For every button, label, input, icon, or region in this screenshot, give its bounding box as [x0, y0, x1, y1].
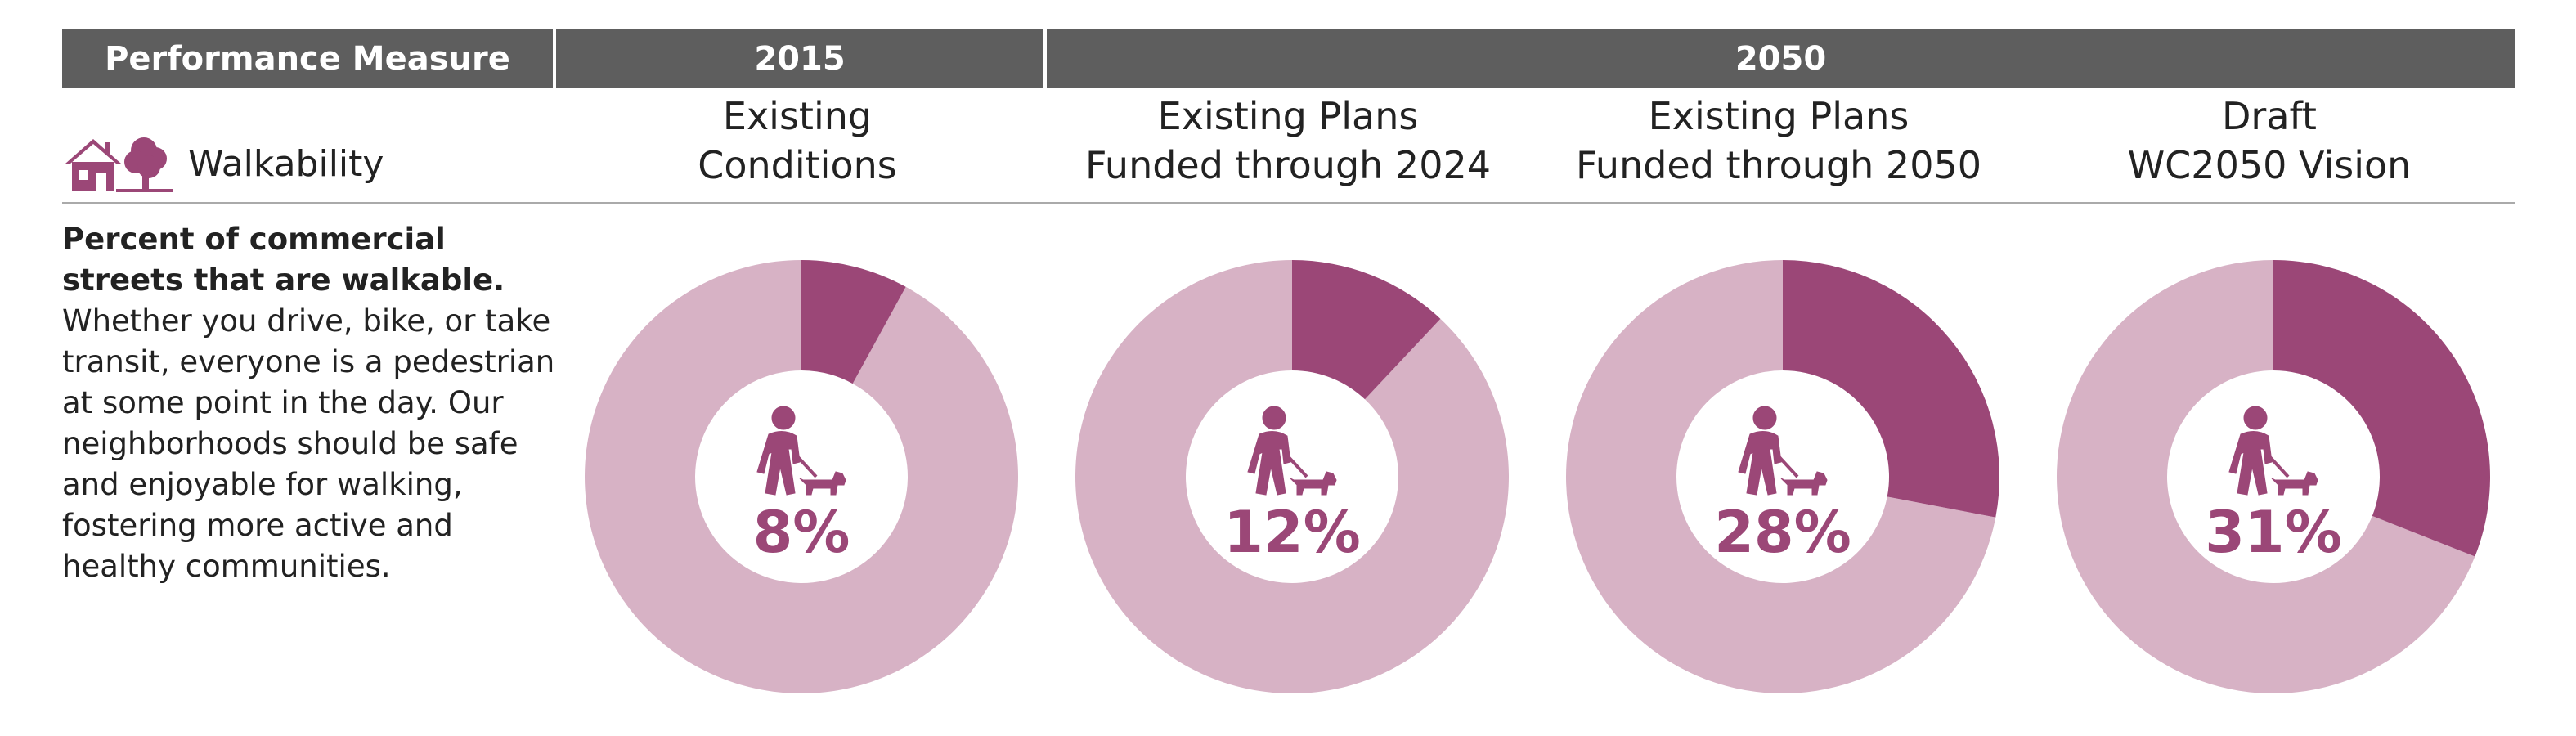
- person-walking-dog-icon: [1737, 405, 1829, 496]
- column-heading-line1: Draft: [2222, 94, 2317, 138]
- donut-value-slice: [1783, 260, 2000, 518]
- house-tree-icon: [65, 137, 173, 192]
- donut-value-label: 31%: [2205, 499, 2342, 566]
- donut-value-slice: [801, 260, 906, 384]
- donut-chart-1: 8%: [585, 260, 1018, 694]
- donut-remainder-slice: [1075, 260, 1510, 693]
- donut-chart-2: 12%: [1075, 260, 1510, 693]
- donut-remainder-slice: [2057, 260, 2475, 694]
- column-heading-line2: Conditions: [698, 143, 897, 187]
- person-walking-dog-icon: [756, 405, 847, 496]
- column-heading-plans-2050: Existing Plans Funded through 2050: [1537, 92, 2020, 190]
- description-text: Whether you drive, bike, or take transit…: [62, 303, 555, 584]
- donut-value-label: 28%: [1714, 499, 1851, 566]
- donut-value-slice: [1292, 260, 1441, 400]
- person-walking-dog-icon: [2228, 405, 2319, 496]
- description-bold: Percent of commercial streets that are w…: [62, 222, 505, 298]
- column-heading-line2: Funded through 2024: [1084, 143, 1491, 187]
- column-heading-wc2050-vision: Draft WC2050 Vision: [2028, 92, 2511, 190]
- measure-description: Percent of commercial streets that are w…: [62, 219, 569, 587]
- person-walking-dog-icon: [1246, 405, 1338, 496]
- header-year-2050: 2050: [1047, 29, 2515, 88]
- header-divider: [62, 202, 2515, 204]
- column-heading-line1: Existing: [722, 94, 873, 138]
- donut-remainder-slice: [1566, 260, 1996, 693]
- donut-value-label: 8%: [753, 499, 850, 566]
- header-performance-measure: Performance Measure: [62, 29, 553, 88]
- donut-remainder-slice: [585, 260, 1018, 694]
- column-heading-line2: WC2050 Vision: [2127, 143, 2412, 187]
- column-heading-existing-conditions: Existing Conditions: [556, 92, 1039, 190]
- donut-value-slice: [2273, 260, 2490, 557]
- walkability-label: Walkability: [62, 131, 384, 196]
- donut-chart-4: 31%: [2057, 260, 2490, 694]
- column-heading-line2: Funded through 2050: [1575, 143, 1981, 187]
- column-heading-plans-2024: Existing Plans Funded through 2024: [1047, 92, 1529, 190]
- donut-chart-3: 28%: [1566, 260, 2000, 693]
- header-year-2015: 2015: [556, 29, 1043, 88]
- column-heading-line1: Existing Plans: [1157, 94, 1419, 138]
- column-heading-line1: Existing Plans: [1648, 94, 1910, 138]
- donut-value-label: 12%: [1223, 499, 1361, 566]
- measure-label: Walkability: [188, 142, 384, 185]
